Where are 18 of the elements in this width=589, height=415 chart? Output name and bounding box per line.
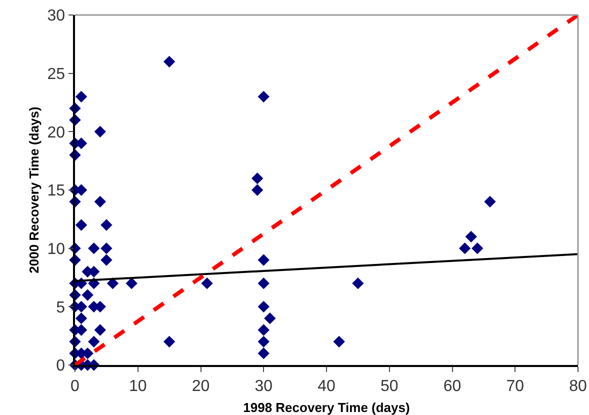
- x-tick-label: 50: [380, 378, 398, 395]
- y-tick-label: 5: [56, 299, 66, 316]
- y-tick-label: 20: [47, 124, 66, 142]
- x-tick-label: 70: [506, 378, 524, 395]
- y-tick-label: 25: [47, 66, 66, 83]
- x-tick-label: 20: [192, 378, 210, 395]
- x-tick-label: 80: [569, 378, 587, 395]
- x-tick-label: 60: [443, 378, 462, 395]
- y-tick-label: 30: [47, 8, 66, 25]
- y-tick-label: 0: [56, 358, 66, 375]
- x-tick-label: 30: [254, 378, 273, 395]
- x-tick-label: 10: [128, 378, 147, 395]
- x-tick-label: 40: [318, 378, 336, 395]
- x-axis-title: 1998 Recovery Time (days): [243, 400, 410, 415]
- y-axis-title: 2000 Recovery Time (days): [26, 106, 42, 274]
- y-tick-label: 15: [47, 182, 66, 200]
- x-tick-label: 0: [70, 378, 80, 395]
- y-tick-label: 10: [47, 240, 66, 258]
